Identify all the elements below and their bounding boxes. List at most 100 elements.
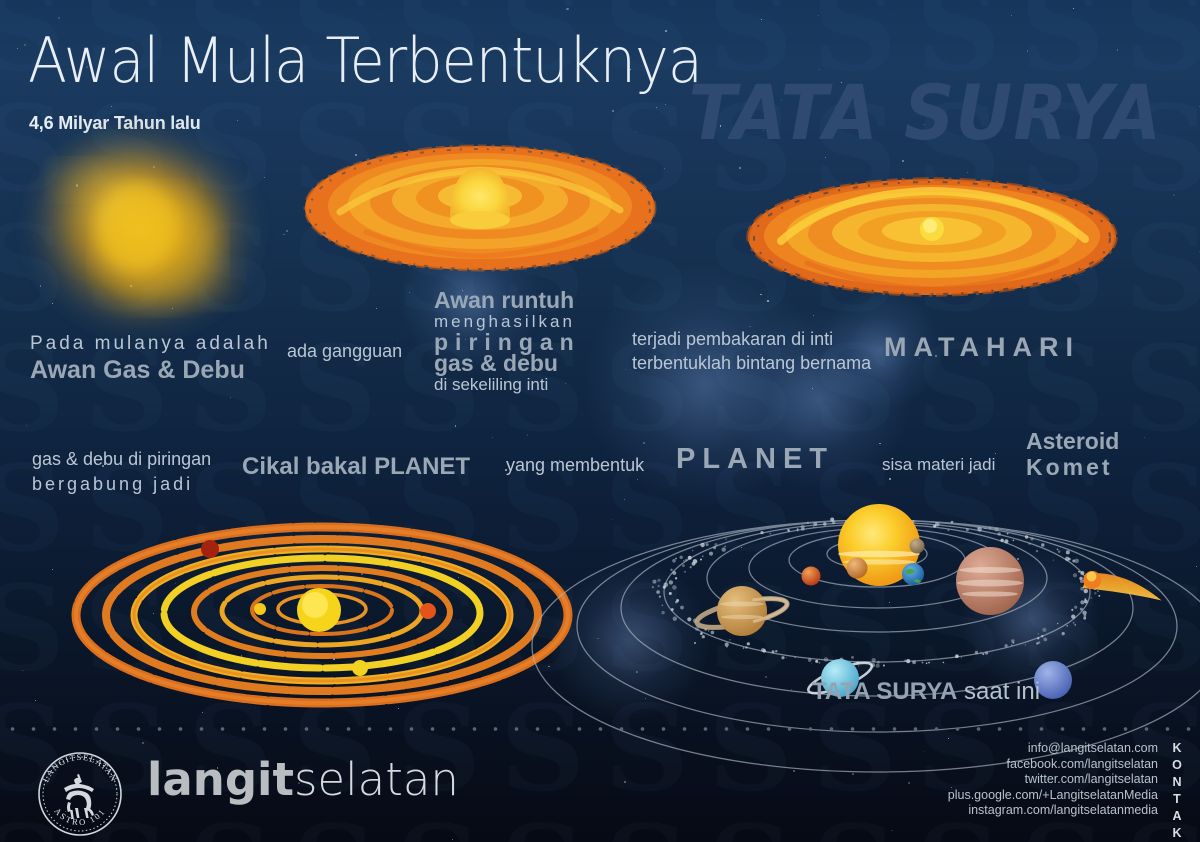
- star-ignition-disk-illustration: [745, 163, 1120, 313]
- asteroid: [714, 543, 718, 547]
- star: [1143, 436, 1146, 439]
- asteroid: [1072, 621, 1075, 624]
- star: [907, 781, 910, 784]
- star: [889, 478, 892, 481]
- star: [948, 737, 950, 739]
- page-title: Awal Mula Terbentuknya: [28, 24, 703, 97]
- asteroid: [1083, 616, 1087, 620]
- watermark-letter: S: [812, 810, 897, 842]
- star: [285, 229, 288, 232]
- asteroid: [812, 526, 815, 528]
- asteroid: [1037, 633, 1040, 635]
- asteroid: [1036, 642, 1039, 645]
- asteroid: [1078, 570, 1080, 573]
- asteroid: [786, 528, 789, 531]
- star: [635, 671, 638, 674]
- star: [610, 519, 612, 521]
- asteroid: [690, 565, 692, 568]
- gas-dust-cloud-illustration: [8, 108, 278, 358]
- asteroid: [713, 546, 717, 550]
- asteroid: [906, 659, 911, 664]
- asteroid: [977, 527, 980, 530]
- asteroid: [1024, 644, 1026, 646]
- asteroid: [771, 650, 775, 654]
- asteroid: [726, 645, 728, 648]
- contact-email[interactable]: info@langitselatan.com: [1027, 741, 1158, 755]
- star: [1072, 7, 1074, 9]
- asteroid: [674, 577, 678, 580]
- asteroid: [904, 659, 907, 662]
- asteroid: [823, 657, 829, 662]
- star: [818, 15, 820, 17]
- asteroid: [876, 660, 880, 664]
- caption-planet: PLANET: [676, 443, 834, 475]
- asteroid: [1071, 614, 1076, 619]
- asteroid: [1066, 625, 1069, 627]
- orbit-rings-illustration: [71, 518, 573, 713]
- caption-step-3: Awan runtuh menghasilkan piringan gas & …: [434, 287, 581, 395]
- asteroid: [672, 559, 676, 563]
- asteroid: [679, 555, 683, 559]
- asteroid: [1011, 639, 1015, 643]
- asteroid: [1074, 558, 1079, 564]
- star: [58, 16, 61, 19]
- contact-instagram[interactable]: instagram.com/langitselatanmedia: [968, 803, 1158, 818]
- asteroid: [988, 527, 992, 530]
- asteroid: [721, 547, 726, 552]
- star: [35, 700, 36, 701]
- contact-facebook[interactable]: facebook.com/langitselatan: [1006, 756, 1158, 771]
- asteroid: [1057, 622, 1059, 625]
- asteroid: [668, 580, 674, 585]
- asteroid: [658, 595, 661, 598]
- asteroid: [985, 651, 989, 655]
- star: [760, 18, 762, 20]
- contact-twitter[interactable]: twitter.com/langitselatan: [1024, 772, 1158, 787]
- star: [668, 110, 670, 112]
- kontak-letter: N: [1172, 775, 1182, 789]
- asteroid: [1011, 644, 1013, 646]
- asteroid: [701, 635, 705, 639]
- star: [142, 742, 144, 744]
- asteroid: [813, 522, 818, 527]
- asteroid: [1096, 590, 1100, 593]
- asteroid: [1079, 576, 1083, 581]
- asteroid: [657, 584, 660, 588]
- star: [739, 167, 741, 169]
- asteroid: [1004, 539, 1009, 544]
- asteroid: [857, 665, 860, 667]
- star: [283, 233, 285, 236]
- caption-step-1: Pada mulanya adalah Awan Gas & Debu: [30, 333, 271, 384]
- asteroid: [1065, 556, 1070, 561]
- star: [923, 750, 925, 752]
- asteroid: [1071, 608, 1074, 611]
- asteroid: [1000, 538, 1004, 542]
- asteroid: [1074, 605, 1078, 609]
- asteroid: [684, 570, 686, 573]
- caption-step-2: ada gangguan: [287, 341, 403, 361]
- caption-solar-system: TATA SURYA saat ini: [812, 678, 1041, 705]
- star: [111, 105, 112, 107]
- asteroid: [1080, 600, 1085, 605]
- asteroid: [668, 592, 672, 595]
- asteroid: [974, 650, 979, 655]
- solar-system-illustration: [531, 500, 1200, 773]
- star: [17, 47, 19, 49]
- caption-step-6: gas & debu di piringan bergabung jadi: [32, 449, 212, 494]
- asteroid: [1012, 539, 1015, 542]
- asteroid: [656, 590, 660, 594]
- asteroid: [1084, 599, 1088, 604]
- asteroid: [1024, 535, 1029, 539]
- contact-gplus[interactable]: plus.google.com/+LangitselatanMedia: [947, 787, 1158, 802]
- asteroid: [1072, 573, 1078, 578]
- asteroid: [1068, 557, 1071, 561]
- asteroid: [797, 530, 799, 532]
- langitselatan-seal-logo: LANGITSELATAN ASTRO 101: [34, 748, 126, 840]
- asteroid: [1037, 637, 1040, 640]
- kontak-letter: K: [1172, 741, 1182, 755]
- star: [526, 434, 529, 436]
- star: [812, 388, 813, 390]
- asteroid: [672, 616, 677, 621]
- watermark-letter: S: [604, 810, 689, 842]
- star: [812, 314, 814, 316]
